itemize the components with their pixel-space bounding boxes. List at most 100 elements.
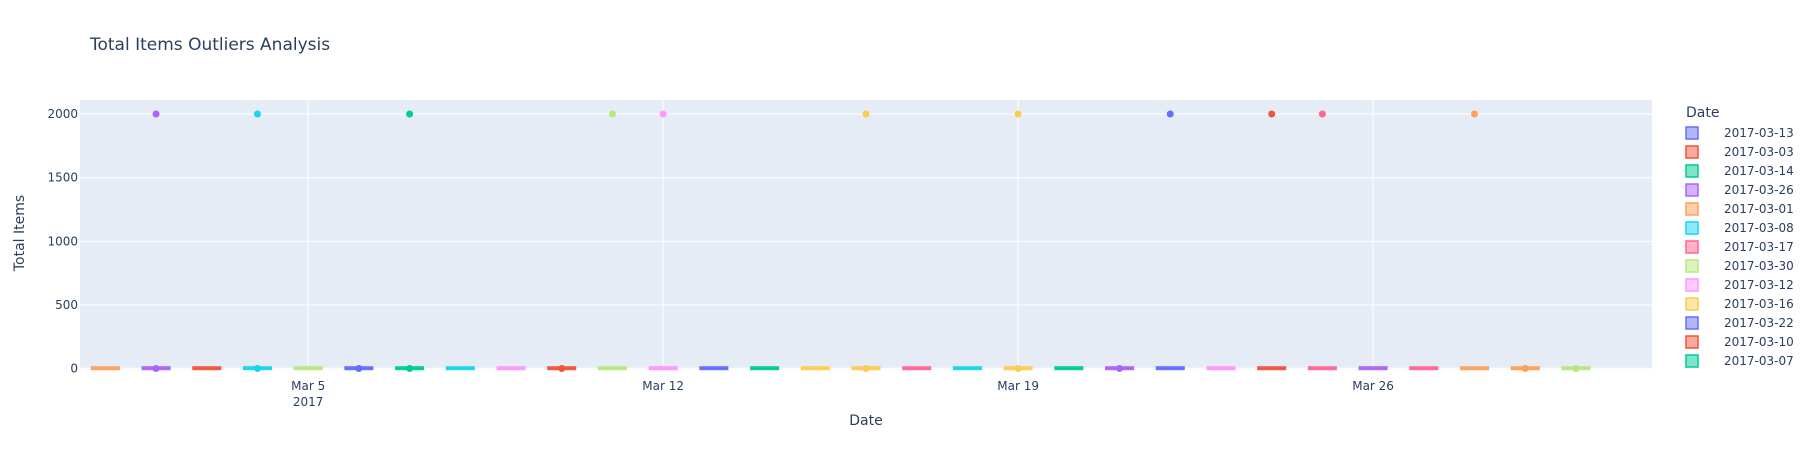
legend-label: 2017-03-01	[1724, 202, 1794, 216]
box-trace	[648, 110, 678, 371]
box-trace	[1003, 110, 1033, 372]
legend-title: Date	[1686, 105, 1719, 121]
box-trace	[750, 366, 780, 371]
box-trace	[1206, 366, 1236, 371]
box-trace	[496, 366, 526, 371]
outlier-point	[1521, 364, 1529, 372]
legend-item[interactable]: 2017-03-12	[1685, 278, 1794, 292]
outlier-point	[1471, 110, 1479, 118]
outlier-point	[152, 110, 160, 118]
legend-item[interactable]: 2017-03-14	[1685, 164, 1794, 178]
box-trace	[90, 366, 120, 371]
legend-item[interactable]: 2017-03-07	[1685, 354, 1794, 368]
x-tick-label: Mar 19	[997, 379, 1039, 393]
legend: Date 2017-03-13 2017-03-03 2017-03-14 2017-…	[1685, 105, 1794, 368]
legend-item[interactable]: 2017-03-03	[1685, 145, 1794, 159]
outlier-point	[1318, 110, 1326, 118]
box-trace	[699, 366, 729, 371]
box-trace	[1307, 110, 1337, 371]
legend-label: 2017-03-10	[1724, 335, 1794, 349]
x-axis-ticks: Mar 5 2017 Mar 12 Mar 19 Mar 26	[291, 379, 1394, 409]
outlier-point	[1572, 364, 1580, 372]
y-tick-label: 1000	[47, 234, 78, 248]
plot-area	[80, 100, 1652, 370]
legend-swatch	[1685, 278, 1699, 292]
outlier-point	[152, 364, 160, 372]
outlier-point	[355, 364, 363, 372]
y-tick-label: 1500	[47, 171, 78, 185]
legend-item[interactable]: 2017-03-10	[1685, 335, 1794, 349]
legend-swatch	[1685, 183, 1699, 197]
y-tick-label: 2000	[47, 107, 78, 121]
box-trace	[800, 366, 830, 371]
y-axis-ticks: 0 500 1000 1500 2000	[47, 107, 78, 376]
box-trace	[1409, 366, 1439, 371]
legend-item[interactable]: 2017-03-17	[1685, 240, 1794, 254]
x-tick-label: Mar 26	[1352, 379, 1394, 393]
box-trace	[902, 366, 932, 371]
legend-label: 2017-03-13	[1724, 126, 1794, 140]
legend-swatch	[1685, 164, 1699, 178]
box-trace	[1257, 110, 1287, 371]
legend-swatch	[1685, 202, 1699, 216]
legend-swatch	[1685, 297, 1699, 311]
legend-swatch	[1685, 335, 1699, 349]
legend-item[interactable]: 2017-03-22	[1685, 316, 1794, 330]
box-trace	[952, 366, 982, 371]
legend-label: 2017-03-14	[1724, 164, 1794, 178]
x-tick-label: Mar 12	[642, 379, 684, 393]
legend-label: 2017-03-26	[1724, 183, 1794, 197]
box-trace	[344, 364, 374, 372]
box-trace	[1460, 110, 1490, 371]
box-trace	[1510, 364, 1540, 372]
y-tick-label: 0	[70, 362, 78, 376]
chart-title: Total Items Outliers Analysis	[89, 35, 330, 55]
box-trace	[1155, 110, 1185, 371]
outlier-point	[253, 364, 261, 372]
outlier-point	[1014, 110, 1022, 118]
legend-label: 2017-03-17	[1724, 240, 1794, 254]
outlier-point	[558, 364, 566, 372]
y-axis-title: Total Items	[12, 195, 28, 272]
box-trace	[242, 110, 272, 372]
legend-label: 2017-03-03	[1724, 145, 1794, 159]
legend-item[interactable]: 2017-03-13	[1685, 126, 1794, 140]
legend-item[interactable]: 2017-03-08	[1685, 221, 1794, 235]
box-trace	[1358, 366, 1388, 371]
legend-label: 2017-03-12	[1724, 278, 1794, 292]
legend-item[interactable]: 2017-03-30	[1685, 259, 1794, 273]
outlier-point	[862, 364, 870, 372]
legend-swatch	[1685, 240, 1699, 254]
outlier-point	[862, 110, 870, 118]
box-trace	[293, 366, 323, 371]
x-tick-label: Mar 5	[291, 379, 325, 393]
box-trace	[1054, 366, 1084, 371]
box-series	[90, 110, 1591, 372]
legend-label: 2017-03-08	[1724, 221, 1794, 235]
outlier-point	[406, 110, 414, 118]
box-trace	[1561, 364, 1591, 372]
legend-label: 2017-03-22	[1724, 316, 1794, 330]
outlier-point	[1014, 364, 1022, 372]
legend-swatch	[1685, 259, 1699, 273]
legend-item[interactable]: 2017-03-26	[1685, 183, 1794, 197]
outlier-point	[608, 110, 616, 118]
outlier-point	[659, 110, 667, 118]
box-trace	[141, 110, 171, 372]
legend-label: 2017-03-30	[1724, 259, 1794, 273]
x-tick-sublabel: 2017	[293, 395, 324, 409]
box-trace	[547, 364, 577, 372]
legend-item[interactable]: 2017-03-01	[1685, 202, 1794, 216]
outlier-point	[1268, 110, 1276, 118]
legend-label: 2017-03-16	[1724, 297, 1794, 311]
box-trace	[192, 366, 222, 371]
outlier-point	[1166, 110, 1174, 118]
legend-item[interactable]: 2017-03-16	[1685, 297, 1794, 311]
legend-swatch	[1685, 145, 1699, 159]
box-trace	[445, 366, 475, 371]
box-trace	[1105, 364, 1135, 372]
outlier-point	[1116, 364, 1124, 372]
legend-swatch	[1685, 354, 1699, 368]
legend-label: 2017-03-07	[1724, 354, 1794, 368]
